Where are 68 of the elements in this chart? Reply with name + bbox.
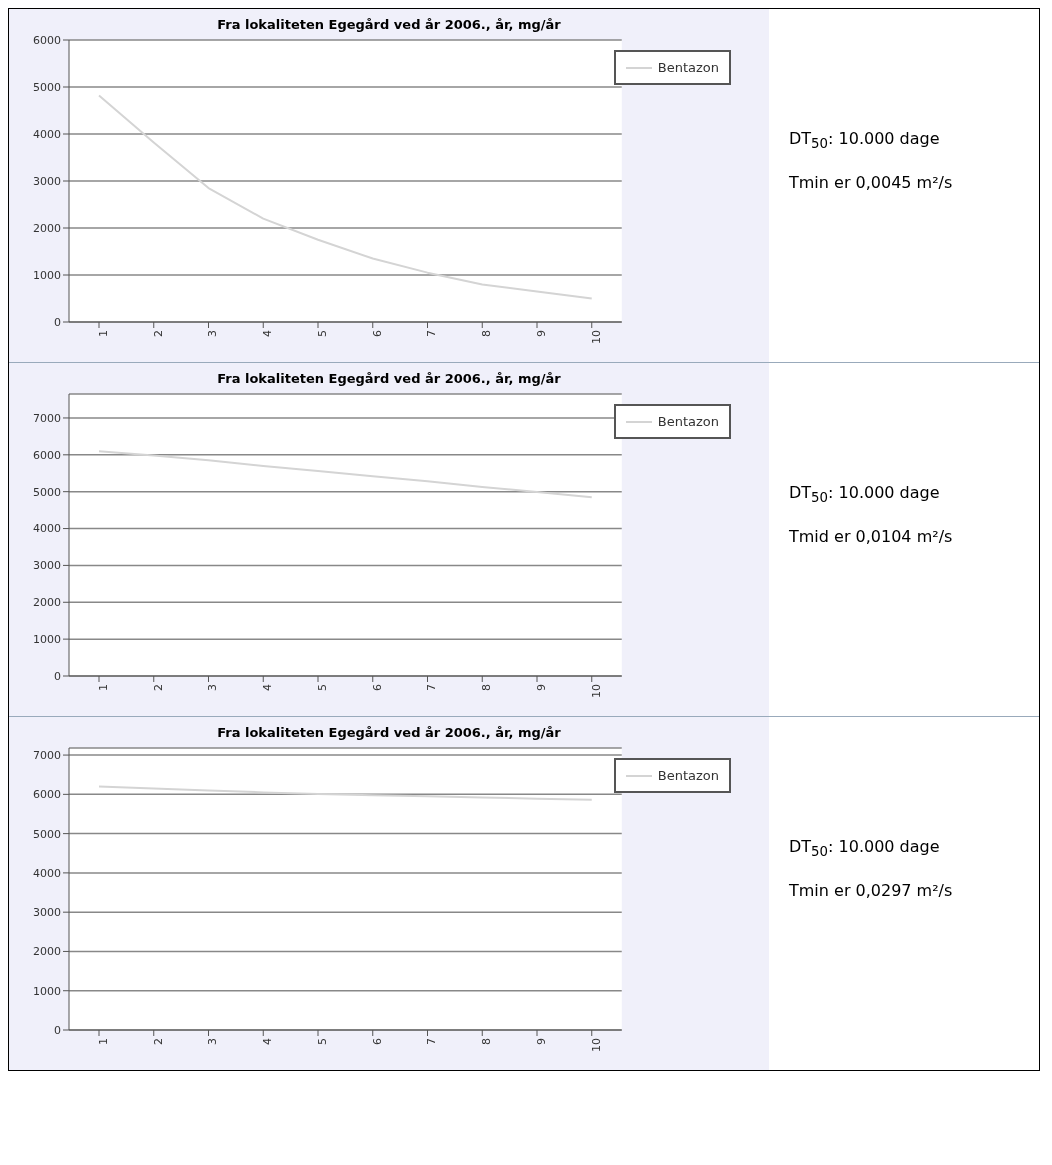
line-series bbox=[98, 785, 593, 801]
text: Tmin er 0,0045 m²/s bbox=[789, 173, 954, 193]
y-tick-label: 0 bbox=[54, 1023, 61, 1037]
y-tick-label: 4000 bbox=[33, 127, 61, 141]
y-tick-label: 2000 bbox=[33, 945, 61, 959]
y-tick-label: 6000 bbox=[33, 448, 61, 462]
text: DT$_{50}$: 10.000 dage bbox=[789, 837, 941, 860]
text: DT$_{50}$: 10.000 dage bbox=[789, 129, 941, 152]
legend-label: Bentazon bbox=[657, 60, 719, 75]
legend-label: Bentazon bbox=[657, 768, 719, 783]
text: Tmin er 0,0297 m²/s bbox=[789, 881, 954, 901]
y-tick-label: 5000 bbox=[33, 485, 61, 499]
x-tick-label: 4 bbox=[261, 684, 275, 691]
x-tick-label: 9 bbox=[534, 684, 548, 691]
y-tick-label: 5000 bbox=[33, 827, 61, 841]
x-tick-label: 5 bbox=[315, 1038, 329, 1045]
x-tick-label: 2 bbox=[151, 330, 165, 337]
legend-label: Bentazon bbox=[657, 414, 719, 429]
y-tick-label: 1000 bbox=[33, 633, 61, 647]
x-tick-label: 2 bbox=[151, 1038, 165, 1045]
x-tick-label: 7 bbox=[425, 330, 439, 337]
x-tick-label: 1 bbox=[96, 330, 110, 337]
x-tick-label: 3 bbox=[206, 330, 220, 337]
x-tick-label: 9 bbox=[534, 330, 548, 337]
y-tick-label: 3000 bbox=[33, 559, 61, 573]
y-tick-label: 2000 bbox=[33, 221, 61, 235]
x-tick-label: 3 bbox=[206, 684, 220, 691]
x-tick-label: 7 bbox=[425, 684, 439, 691]
y-tick-label: 3000 bbox=[33, 906, 61, 920]
chart-title: Fra lokaliteten Egegård ved år 2006., år, mg/år bbox=[216, 371, 562, 386]
x-tick-label: 1 bbox=[96, 684, 110, 691]
x-tick-label: 6 bbox=[370, 1038, 384, 1045]
x-tick-label: 2 bbox=[151, 684, 165, 691]
x-tick-label: 10 bbox=[589, 1038, 603, 1052]
chart-title: Fra lokaliteten Egegård ved år 2006., år, mg/år bbox=[216, 17, 562, 32]
y-tick-label: 4000 bbox=[33, 522, 61, 536]
x-tick-label: 6 bbox=[370, 330, 384, 337]
y-tick-label: 5000 bbox=[33, 80, 61, 94]
y-tick-label: 6000 bbox=[33, 33, 61, 47]
x-tick-label: 1 bbox=[96, 1038, 110, 1045]
x-tick-label: 10 bbox=[589, 684, 603, 698]
y-tick-label: 3000 bbox=[33, 174, 61, 188]
x-tick-label: 9 bbox=[534, 1038, 548, 1045]
y-tick-label: 6000 bbox=[33, 788, 61, 802]
x-tick-label: 6 bbox=[370, 684, 384, 691]
x-tick-label: 8 bbox=[480, 330, 494, 337]
line-series bbox=[98, 94, 593, 300]
x-tick-label: 7 bbox=[425, 1038, 439, 1045]
text: Tmid er 0,0104 m²/s bbox=[789, 527, 954, 547]
y-tick-label: 1000 bbox=[33, 268, 61, 282]
y-tick-label: 1000 bbox=[33, 984, 61, 998]
x-tick-label: 8 bbox=[480, 684, 494, 691]
y-tick-label: 0 bbox=[54, 315, 61, 329]
x-tick-label: 3 bbox=[206, 1038, 220, 1045]
y-tick-label: 0 bbox=[54, 669, 61, 683]
x-tick-label: 5 bbox=[315, 330, 329, 337]
y-tick-label: 7000 bbox=[33, 748, 61, 762]
chart-title: Fra lokaliteten Egegård ved år 2006., år, mg/år bbox=[216, 725, 562, 740]
line-series bbox=[98, 450, 593, 499]
x-tick-label: 4 bbox=[261, 1038, 275, 1045]
x-tick-label: 10 bbox=[589, 330, 603, 344]
y-tick-label: 4000 bbox=[33, 866, 61, 880]
x-tick-label: 8 bbox=[480, 1038, 494, 1045]
y-tick-label: 7000 bbox=[33, 411, 61, 425]
x-tick-label: 5 bbox=[315, 684, 329, 691]
text: DT$_{50}$: 10.000 dage bbox=[789, 483, 941, 506]
y-tick-label: 2000 bbox=[33, 596, 61, 610]
x-tick-label: 4 bbox=[261, 330, 275, 337]
